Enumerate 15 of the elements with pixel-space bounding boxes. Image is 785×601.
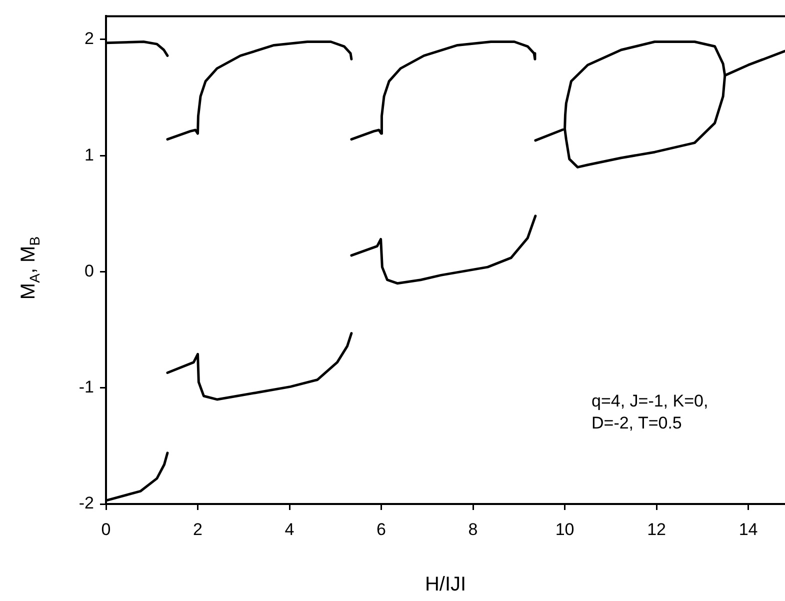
y-tick-label: -2 (78, 494, 94, 513)
x-tick-label: 4 (284, 520, 294, 539)
x-tick-label: 6 (376, 520, 386, 539)
x-tick-label: 8 (468, 520, 478, 539)
x-tick-label: 10 (555, 520, 574, 539)
y-tick-label: 2 (84, 29, 94, 48)
y-tick-label: 0 (84, 261, 94, 280)
y-tick-label: 1 (84, 145, 94, 164)
annotation: q=4, J=-1, K=0, D=-2, T=0.5 (591, 391, 708, 432)
y-tick-label: -1 (78, 378, 94, 397)
x-axis-title: H/IJI (424, 574, 466, 596)
x-tick-label: 2 (193, 520, 202, 539)
x-tick-label: 0 (101, 520, 111, 539)
x-tick-label: 12 (647, 520, 666, 539)
x-tick-label: 14 (738, 520, 758, 539)
